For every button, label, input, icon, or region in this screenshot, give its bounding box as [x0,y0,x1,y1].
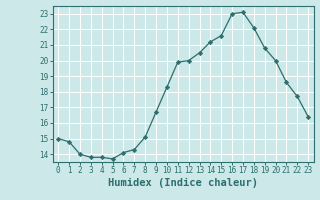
X-axis label: Humidex (Indice chaleur): Humidex (Indice chaleur) [108,178,258,188]
